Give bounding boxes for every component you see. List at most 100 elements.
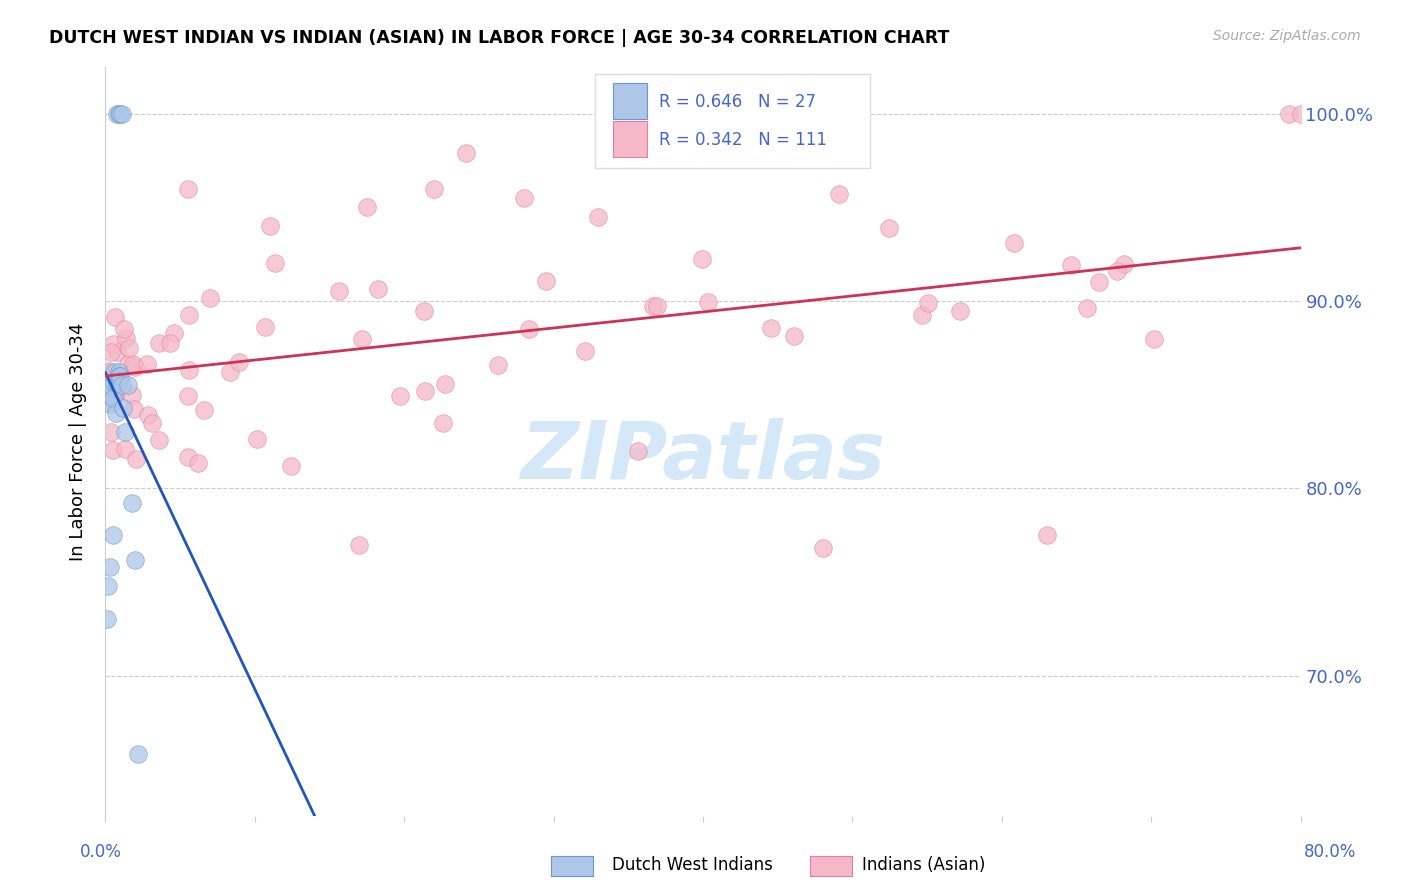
Y-axis label: In Labor Force | Age 30-34: In Labor Force | Age 30-34 <box>69 322 87 561</box>
Point <box>513 191 536 205</box>
Point <box>141 416 163 430</box>
Point <box>1076 301 1098 315</box>
Point <box>456 145 478 160</box>
Point <box>367 282 389 296</box>
Point <box>352 332 374 346</box>
Text: ZIPatlas: ZIPatlas <box>520 417 886 496</box>
Text: Source: ZipAtlas.com: Source: ZipAtlas.com <box>1213 29 1361 43</box>
Point <box>118 341 141 355</box>
Point <box>1060 258 1083 272</box>
Point <box>101 336 124 351</box>
Point <box>111 378 134 392</box>
Point <box>1278 106 1301 120</box>
Point <box>949 304 972 318</box>
Point <box>187 456 209 470</box>
Point <box>112 321 135 335</box>
Text: 0.0%: 0.0% <box>80 843 122 861</box>
Point <box>1105 263 1128 277</box>
Point <box>98 366 121 380</box>
Point <box>588 210 610 224</box>
Point <box>111 106 134 120</box>
Point <box>177 450 200 464</box>
Point <box>349 537 371 551</box>
Point <box>124 552 146 566</box>
Point <box>783 329 806 343</box>
Text: DUTCH WEST INDIAN VS INDIAN (ASIAN) IN LABOR FORCE | AGE 30-34 CORRELATION CHART: DUTCH WEST INDIAN VS INDIAN (ASIAN) IN L… <box>49 29 949 46</box>
Point <box>1035 528 1057 542</box>
Point <box>100 425 122 439</box>
Point <box>107 368 129 382</box>
Point <box>148 336 170 351</box>
Point <box>811 541 834 556</box>
FancyBboxPatch shape <box>596 74 870 168</box>
Point <box>101 392 124 406</box>
Point <box>627 443 650 458</box>
Point <box>121 496 143 510</box>
FancyBboxPatch shape <box>613 120 647 157</box>
Point <box>1143 332 1166 346</box>
Point <box>97 395 120 409</box>
Point <box>643 300 665 314</box>
Point <box>122 402 145 417</box>
Point <box>104 310 127 325</box>
Point <box>486 359 509 373</box>
Point <box>100 387 122 401</box>
Point <box>98 364 121 378</box>
Point <box>690 252 713 266</box>
Point <box>280 459 302 474</box>
Point <box>574 344 596 359</box>
Point <box>117 358 139 372</box>
Point <box>104 407 127 421</box>
Point <box>253 319 276 334</box>
Point <box>761 321 783 335</box>
Point <box>101 528 124 542</box>
Point <box>517 322 540 336</box>
Point <box>218 366 240 380</box>
Point <box>105 345 128 359</box>
Point <box>124 359 146 374</box>
Point <box>163 326 186 340</box>
Point <box>100 344 122 359</box>
Text: R = 0.646   N = 27: R = 0.646 N = 27 <box>659 93 815 112</box>
Point <box>97 579 120 593</box>
Point <box>136 358 159 372</box>
Point <box>125 451 148 466</box>
Text: Indians (Asian): Indians (Asian) <box>862 856 986 874</box>
Point <box>193 403 215 417</box>
Point <box>917 295 939 310</box>
Text: Dutch West Indians: Dutch West Indians <box>612 856 772 874</box>
Point <box>98 560 121 574</box>
Point <box>910 309 932 323</box>
Point <box>108 106 131 120</box>
Point <box>103 375 125 389</box>
Point <box>176 389 198 403</box>
Point <box>121 388 143 402</box>
Point <box>179 308 201 322</box>
Point <box>1289 106 1312 120</box>
Point <box>105 386 128 401</box>
Point <box>534 274 557 288</box>
Point <box>96 612 118 626</box>
Point <box>328 284 350 298</box>
Point <box>246 432 269 446</box>
Text: 80.0%: 80.0% <box>1303 843 1357 861</box>
Point <box>108 365 131 379</box>
Point <box>100 378 122 392</box>
Point <box>107 376 129 391</box>
Point <box>1002 235 1025 250</box>
Point <box>228 355 250 369</box>
Point <box>159 335 181 350</box>
Point <box>110 368 132 383</box>
FancyBboxPatch shape <box>613 83 647 120</box>
Point <box>110 106 132 120</box>
Point <box>136 409 159 423</box>
Point <box>879 220 901 235</box>
Point <box>423 181 446 195</box>
Point <box>176 181 198 195</box>
Point <box>198 291 221 305</box>
Point <box>127 747 149 762</box>
Point <box>259 219 281 233</box>
Point <box>828 186 851 201</box>
Point <box>115 331 138 345</box>
Point <box>389 389 412 403</box>
